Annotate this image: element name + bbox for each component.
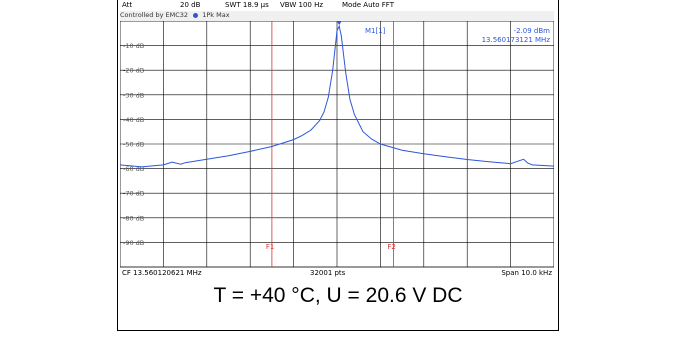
marker-triangle-icon	[336, 21, 342, 26]
settings-bar: Att 20 dB SWT 18.9 µs VBW 100 Hz Mode Au…	[120, 0, 554, 11]
vbw-value: VBW 100 Hz	[280, 1, 324, 9]
trace-label: 1Pk Max	[202, 11, 230, 19]
measurement-caption: T = +40 °C, U = 20.6 V DC	[213, 284, 463, 307]
y-tick-label: -20 dB	[123, 67, 144, 75]
frequency-line-label: F1	[266, 243, 274, 251]
center-frequency: CF 13.560120621 MHz	[122, 269, 202, 277]
y-tick-label: -80 dB	[123, 214, 144, 222]
marker-level: -2.09 dBm	[514, 27, 551, 35]
trace-line	[120, 24, 554, 168]
span-value: Span 10.0 kHz	[501, 269, 552, 277]
points-count: 32001 pts	[310, 269, 346, 277]
marker-m1: M1	[336, 21, 342, 26]
y-tick-label: -10 dB	[123, 42, 144, 50]
y-tick-label: -70 dB	[123, 190, 144, 198]
spectrum-plot: -10 dB -20 dB -30 dB -40 dB -50 dB -60 dB -70 …	[120, 21, 554, 267]
analyzer-screenshot: Att 20 dB SWT 18.9 µs VBW 100 Hz Mode Au…	[117, 0, 559, 331]
frequency-footer: CF 13.560120621 MHz 32001 pts Span 10.0 …	[120, 267, 554, 278]
marker-name: M1[1]	[365, 27, 386, 35]
grid	[120, 21, 554, 267]
trace-dot-icon	[193, 12, 199, 18]
att-label: Att	[122, 1, 133, 9]
swt-value: SWT 18.9 µs	[225, 1, 269, 9]
y-tick-label: -60 dB	[123, 165, 144, 173]
frequency-line-label: F2	[387, 243, 395, 251]
controlled-by-label: Controlled by EMC32	[120, 11, 189, 19]
frequency-lines: F1 F2	[266, 21, 396, 267]
y-tick-label: -90 dB	[123, 239, 144, 247]
marker-frequency: 13.560173121 MHz	[482, 36, 551, 44]
y-tick-labels: -10 dB -20 dB -30 dB -40 dB -50 dB -60 dB -70 …	[123, 42, 144, 247]
y-tick-label: -30 dB	[123, 91, 144, 99]
y-tick-label: -50 dB	[123, 141, 144, 149]
trace-info-bar: Controlled by EMC32 1Pk Max	[120, 11, 554, 21]
y-tick-label: -40 dB	[123, 116, 144, 124]
mode-value: Mode Auto FFT	[342, 1, 394, 9]
att-value: 20 dB	[180, 1, 201, 9]
